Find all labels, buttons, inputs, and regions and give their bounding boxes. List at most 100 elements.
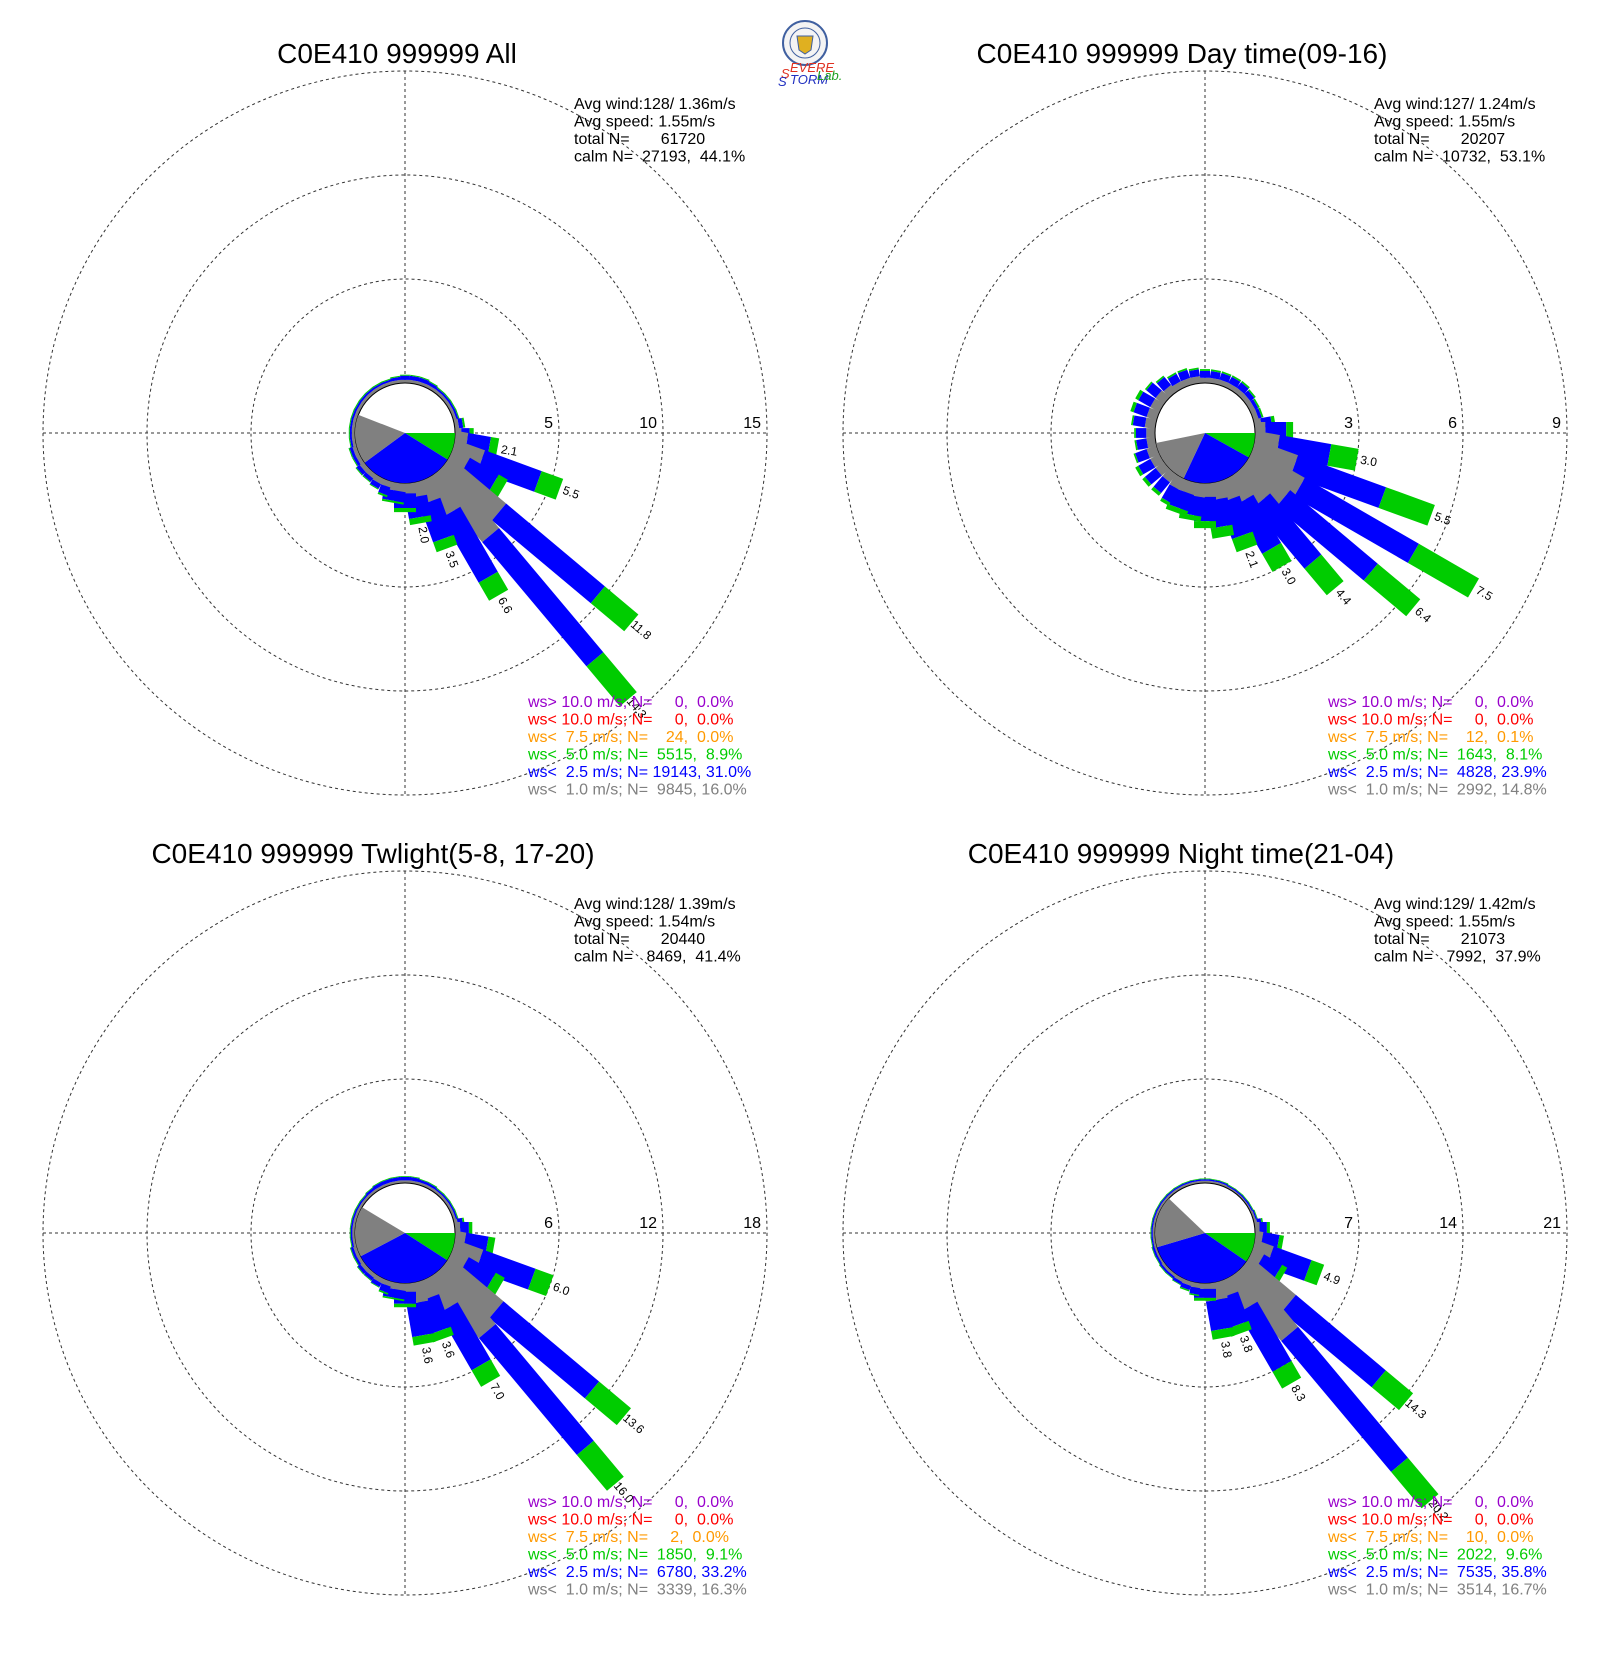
bar-value-label: 3.6: [439, 1339, 458, 1360]
bar-segment-lt5: [449, 1201, 456, 1211]
legend-entry-lt25: ws< 2.5 m/s; N= 4828, 23.9%: [1327, 764, 1547, 781]
bar-segment-lt25: [406, 1300, 434, 1338]
bar-segment-lt5: [1218, 1180, 1229, 1185]
bar-segment-lt5: [1258, 407, 1264, 418]
bar-segment-lt5: [400, 1176, 410, 1177]
bar-segment-lt25: [1250, 399, 1259, 410]
bar-segment-lt5: [381, 378, 391, 383]
bar-segment-lt1: [1208, 377, 1220, 385]
bar-segment-lt25: [352, 455, 361, 466]
bar-segment-lt1: [1173, 1273, 1185, 1282]
bar-segment-lt5: [454, 1209, 459, 1220]
bar-segment-lt25: [400, 1176, 410, 1181]
legend-entry-gt10: ws> 10.0 m/s; N= 0, 0.0%: [1327, 694, 1533, 711]
bar-segment-lt25: [1190, 1179, 1201, 1183]
logo-lab: Lab.: [817, 68, 842, 83]
bar-segment-lt5: [433, 534, 458, 553]
bar-segment-lt25: [390, 376, 401, 382]
bar-segment-lt25: [459, 457, 499, 494]
bar-segment-lt1: [1154, 1210, 1160, 1221]
bar-segment-lt5: [1194, 1297, 1216, 1301]
bar-segment-lt25: [1234, 1189, 1243, 1197]
bar-segment-lt5: [382, 1295, 405, 1302]
bar-segment-lt1: [352, 1236, 357, 1247]
bar-segment-lt5: [409, 1176, 420, 1179]
bar-segment-lt25: [378, 484, 391, 496]
bar-segment-lt5: [381, 498, 404, 505]
bar-value-label: 5.5: [1432, 509, 1453, 528]
logo-severe: EVERE: [790, 60, 834, 75]
bar-segment-lt25: [1146, 382, 1162, 398]
bar-segment-lt25: [355, 1201, 362, 1211]
bar-segment-lt5: [348, 418, 352, 429]
bar-segment-lt25: [1189, 369, 1200, 378]
bar-segment-lt25: [400, 375, 410, 380]
bar-segment-lt1: [1242, 448, 1305, 497]
bar-segment-lt25: [1138, 458, 1156, 475]
bar-segment-lt1: [366, 1268, 377, 1278]
bar-segment-lt1: [1250, 1210, 1256, 1221]
bar-value-label: 3.5: [442, 549, 461, 570]
ring-label: 7: [1344, 1215, 1353, 1232]
bar-segment-lt5: [1150, 1237, 1153, 1248]
bar-segment-lt1: [353, 1210, 360, 1221]
stat-total: total N= 61720: [574, 131, 705, 148]
bar-segment-lt1: [373, 1273, 385, 1284]
bar-segment-lt5: [1155, 1201, 1161, 1211]
bar-segment-lt25: [418, 377, 430, 385]
bar-segment-lt1: [1236, 1256, 1296, 1312]
legend-entry-lt10: ws< 10.0 m/s; N= 0, 0.0%: [527, 1512, 733, 1529]
bar-segment-lt25: [1209, 371, 1221, 380]
bar-segment-lt1: [1245, 401, 1256, 413]
bar-segment-lt1: [417, 381, 428, 388]
bar-segment-lt25: [409, 1176, 420, 1183]
bar-segment-lt1: [450, 410, 457, 421]
bar-segment-lt1: [1146, 407, 1160, 421]
bar-segment-lt25: [489, 1301, 600, 1399]
stat-avg-wind: Avg wind:127/ 1.24m/s: [1374, 96, 1536, 113]
legend-entry-lt1: ws< 1.0 m/s; N= 3339, 16.3%: [527, 1582, 747, 1599]
bar-segment-lt5: [1130, 401, 1137, 413]
bar-value-label: 3.0: [1359, 453, 1378, 470]
bar-segment-lt5: [353, 400, 360, 410]
bar-segment-lt5: [1189, 1293, 1200, 1297]
bar-segment-lt1: [374, 384, 385, 393]
bar-segment-lt5: [436, 386, 445, 394]
panel-title: C0E410 999999 Day time(09-16): [977, 38, 1388, 69]
bar-segment-lt5: [450, 400, 457, 410]
bar-segment-lt25: [1136, 438, 1149, 450]
ring-label: 6: [1448, 415, 1457, 432]
bar-segment-lt5: [349, 1237, 353, 1248]
legend-entry-lt1: ws< 1.0 m/s; N= 2992, 14.8%: [1327, 782, 1547, 799]
bar-segment-lt5: [1188, 367, 1199, 371]
bar-segment-lt25: [1144, 468, 1162, 485]
bar-segment-lt5: [1150, 1218, 1153, 1229]
bar-segment-lt5: [390, 1176, 401, 1179]
ring-label: 6: [544, 1215, 553, 1232]
bar-segment-lt25: [381, 379, 392, 385]
bar-segment-lt5: [1200, 369, 1210, 371]
bar-segment-lt25: [1167, 373, 1181, 387]
logo-s1: S: [781, 66, 790, 81]
bar-segment-lt25: [492, 503, 605, 604]
bar-segment-lt5: [1194, 521, 1216, 529]
ring-label: 9: [1552, 415, 1561, 432]
bar-segment-lt25: [1247, 1202, 1254, 1212]
bar-segment-lt1: [1200, 1180, 1210, 1183]
bar-segment-lt25: [1153, 476, 1170, 494]
bar-segment-lt25: [349, 446, 356, 458]
panel-title: C0E410 999999 Twlight(5-8, 17-20): [151, 838, 594, 869]
bar-segment-lt1: [1167, 1268, 1177, 1277]
legend-entry-gt10: ws> 10.0 m/s; N= 0, 0.0%: [1327, 1494, 1533, 1511]
bar-segment-lt5: [1179, 1286, 1190, 1292]
bar-segment-lt25: [1255, 408, 1262, 419]
bar-segment-lt1: [445, 1202, 453, 1213]
legend-entry-lt75: ws< 7.5 m/s; N= 12, 0.1%: [1327, 729, 1533, 746]
bar-segment-lt25: [357, 1264, 367, 1274]
bar-segment-lt5: [419, 376, 430, 381]
bar-segment-lt1: [353, 1245, 360, 1256]
bar-segment-lt1: [1233, 387, 1245, 398]
bar-segment-lt25: [1276, 490, 1378, 581]
